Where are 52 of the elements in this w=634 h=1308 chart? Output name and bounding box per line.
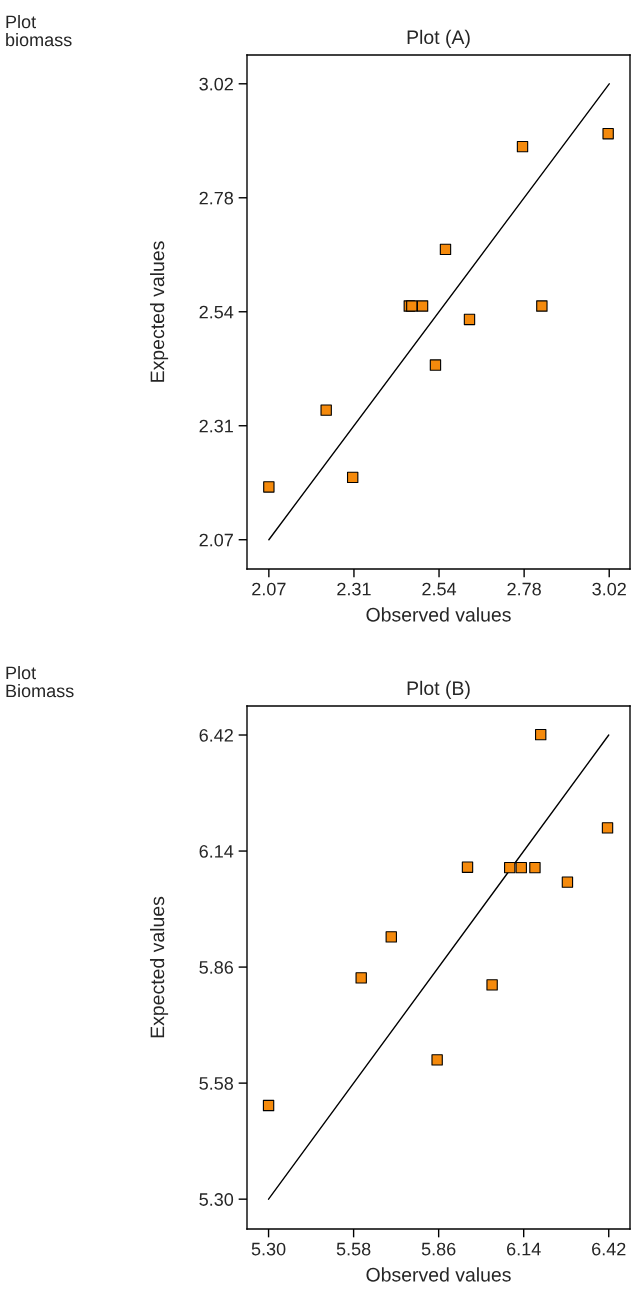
x-tick-label: 2.54 [422, 582, 457, 596]
x-tick-label: 6.42 [592, 1242, 626, 1256]
text: Plot [6, 15, 36, 29]
x-tick-label: 2.78 [507, 582, 541, 596]
y-tick-label: 5.86 [199, 961, 234, 974]
point [439, 243, 452, 256]
text: Biomass [6, 684, 74, 698]
point [346, 471, 359, 484]
x-tick-label: 2.31 [337, 582, 371, 596]
x-tick-label: 5.58 [336, 1242, 371, 1256]
point [529, 861, 541, 874]
y-tick-label: 2.31 [199, 419, 233, 433]
x-axis-title: Observed values [366, 1267, 511, 1282]
point [461, 861, 474, 873]
x-tick-label: 3.02 [592, 582, 626, 596]
point [561, 876, 574, 888]
point [486, 979, 498, 991]
y-tick-label: 5.58 [199, 1077, 234, 1090]
point [601, 822, 614, 834]
point [536, 300, 548, 312]
x-axis-title: Observed values [366, 607, 511, 622]
y-tick-label: 6.42 [199, 728, 233, 742]
x-tick-label: 2.07 [252, 582, 286, 596]
y-tick-label: 2.54 [199, 305, 234, 319]
point [262, 1099, 275, 1112]
x-tick-label: 6.14 [507, 1242, 541, 1256]
point [463, 313, 476, 326]
point [263, 481, 275, 493]
point [515, 861, 527, 874]
y-tick-label: 2.78 [199, 191, 234, 205]
point [416, 300, 429, 312]
x-tick-label: 5.30 [251, 1242, 286, 1256]
y-axis-title: Expected values [149, 241, 169, 382]
y-tick-label: 6.14 [199, 844, 234, 858]
y-tick-label: 5.30 [199, 1193, 234, 1206]
point [504, 861, 516, 874]
text: Plot [6, 666, 36, 680]
point [355, 972, 367, 984]
point [320, 404, 332, 416]
point [429, 359, 442, 371]
chart-title: Plot (B) [407, 680, 470, 699]
x-tick-label: 5.86 [421, 1242, 456, 1256]
point [516, 140, 529, 153]
point [431, 1054, 443, 1066]
point [385, 931, 397, 943]
chart-title: Plot (A) [407, 29, 470, 48]
point [602, 128, 614, 140]
point [534, 728, 547, 741]
y-tick-label: 3.02 [199, 77, 233, 91]
y-tick-label: 2.07 [199, 533, 233, 547]
y-axis-title: Expected values [149, 896, 169, 1038]
text: biomass [6, 33, 72, 47]
